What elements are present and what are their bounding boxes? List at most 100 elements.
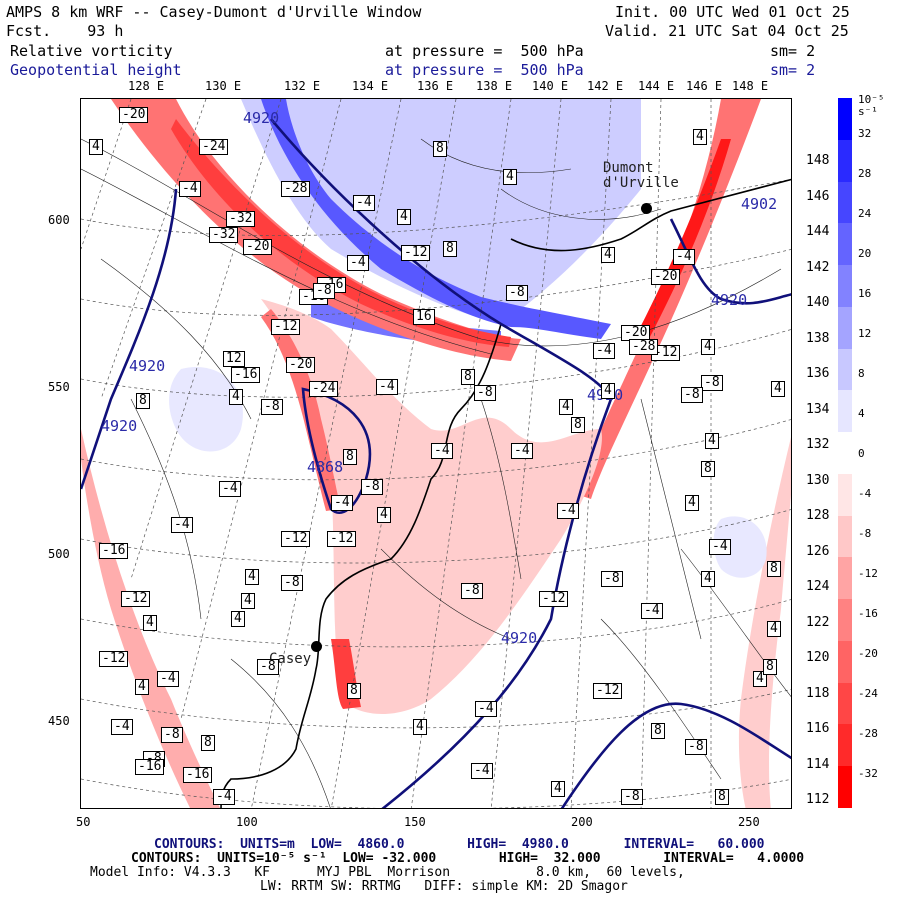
colorbar-swatch bbox=[838, 306, 852, 350]
vorticity-contour-label: -12 bbox=[401, 245, 431, 261]
top-lon-label: 138 E bbox=[476, 79, 513, 93]
colorbar-unit: 10⁻⁵ s⁻¹ bbox=[858, 93, 885, 118]
vorticity-contour-label: 4 bbox=[693, 129, 707, 145]
vorticity-contour-label: 4 bbox=[701, 571, 715, 587]
vorticity-contour-label: 4 bbox=[413, 719, 427, 735]
field2-level: at pressure = 500 hPa bbox=[385, 61, 584, 79]
y-tick-label: 450 bbox=[48, 714, 70, 728]
vorticity-contour-label: -4 bbox=[331, 495, 353, 511]
positive-vorticity-blob-e bbox=[713, 516, 767, 578]
colorbar-swatch bbox=[838, 139, 852, 182]
vorticity-contour-label: -8 bbox=[474, 385, 496, 401]
vorticity-contour-label: -8 bbox=[461, 583, 483, 599]
colorbar-label: -20 bbox=[858, 647, 878, 660]
right-lon-label: 138 E bbox=[806, 330, 846, 346]
vorticity-contour-label: -12 bbox=[593, 683, 623, 699]
negative-vorticity-band-nw bbox=[111, 99, 521, 361]
right-lon-label: 114 E bbox=[806, 756, 846, 772]
colorbar-label: -12 bbox=[858, 567, 878, 580]
x-tick-label: 50 bbox=[76, 815, 91, 829]
vorticity-contour-label: 4 bbox=[503, 169, 517, 185]
height-contour-4920-west bbox=[81, 188, 178, 490]
right-lon-label: 142 E bbox=[806, 259, 846, 275]
right-lon-label: 122 E bbox=[806, 614, 846, 630]
right-lon-label: 126 E bbox=[806, 543, 846, 559]
vorticity-contour-label: -8 bbox=[261, 399, 283, 415]
negative-vorticity-band-se bbox=[738, 437, 791, 808]
vorticity-contour-label: -24 bbox=[199, 139, 229, 155]
footer-height-contours: CONTOURS: UNITS=m LOW= 4860.0 HIGH= 4980… bbox=[154, 837, 765, 852]
vorticity-contour-label: 8 bbox=[443, 241, 457, 257]
vorticity-contour-label: 4 bbox=[397, 209, 411, 225]
right-lon-label: 132 E bbox=[806, 437, 846, 452]
right-lon-label: 128 E bbox=[806, 508, 846, 523]
init-time: Init. 00 UTC Wed 01 Oct 25 bbox=[615, 3, 850, 21]
height-label: 4920 bbox=[501, 629, 538, 647]
colorbar-label: 4 bbox=[858, 407, 865, 420]
vorticity-contour-label: 4 bbox=[559, 399, 573, 415]
station-marker-casey bbox=[311, 641, 322, 652]
right-lon-label: 140 E bbox=[806, 295, 846, 310]
vorticity-contour-label: 4 bbox=[143, 615, 157, 631]
coastline bbox=[220, 178, 791, 808]
vorticity-contour-label: 8 bbox=[651, 723, 665, 739]
top-lon-label: 140 E bbox=[532, 79, 569, 93]
colorbar-label: -24 bbox=[858, 687, 878, 700]
vorticity-contour-label: -12 bbox=[539, 591, 569, 607]
colorbar-swatch bbox=[838, 682, 852, 725]
top-lon-label: 144 E bbox=[638, 79, 675, 93]
vorticity-contour-label: -4 bbox=[219, 481, 241, 497]
right-lon-label: 116 E bbox=[806, 721, 846, 736]
vorticity-contour-label: -20 bbox=[119, 107, 149, 123]
vorticity-contour-label: 8 bbox=[571, 417, 585, 433]
vorticity-contour-label: -8 bbox=[161, 727, 183, 743]
y-tick-label: 500 bbox=[48, 547, 70, 561]
positive-vorticity-core bbox=[261, 99, 611, 339]
vorticity-contour-label: -8 bbox=[506, 285, 528, 301]
vorticity-contour-label: -28 bbox=[629, 339, 659, 355]
right-lon-label: 148 E bbox=[806, 153, 846, 168]
vorticity-contour-label: -4 bbox=[557, 503, 579, 519]
vorticity-contour-label: 4 bbox=[767, 621, 781, 637]
vorticity-contour-label: -16 bbox=[99, 543, 129, 559]
colorbar-swatch bbox=[838, 265, 852, 308]
vorticity-contour-label: 8 bbox=[136, 393, 150, 409]
field2-sm: sm= 2 bbox=[770, 61, 816, 79]
vorticity-map bbox=[81, 99, 791, 808]
colorbar-swatch bbox=[838, 473, 852, 517]
vorticity-contour-label: -20 bbox=[286, 357, 316, 373]
vorticity-contour-label: -32 bbox=[226, 211, 256, 227]
vorticity-contour-label: -8 bbox=[621, 789, 643, 805]
colorbar-swatch bbox=[838, 599, 852, 642]
vorticity-contour-label: -12 bbox=[121, 591, 151, 607]
vorticity-contours bbox=[81, 138, 791, 808]
field1-level: at pressure = 500 hPa bbox=[385, 42, 584, 60]
vorticity-contour-label: -12 bbox=[99, 651, 129, 667]
colorbar-swatch bbox=[838, 766, 852, 809]
colorbar-swatch bbox=[838, 181, 852, 224]
vorticity-contour-label: 4 bbox=[601, 383, 615, 399]
colorbar-label: 24 bbox=[858, 207, 872, 220]
height-label: 4902 bbox=[741, 195, 778, 213]
map-panel: Dumont d'Urville Casey 4920 4920 4920 48… bbox=[80, 98, 792, 809]
vorticity-contour-label: 12 bbox=[223, 351, 245, 367]
height-contour-4920-south bbox=[560, 702, 791, 808]
colorbar-swatch bbox=[838, 432, 852, 475]
vorticity-contour-label: 8 bbox=[701, 461, 715, 477]
vorticity-contour-label: -16 bbox=[183, 767, 213, 783]
colorbar-label: 8 bbox=[858, 367, 865, 380]
height-label: 4920 bbox=[129, 357, 166, 375]
colorbar-swatch bbox=[838, 724, 852, 767]
colorbar-label: 0 bbox=[858, 447, 865, 460]
positive-vorticity-blob-w bbox=[169, 367, 243, 452]
x-tick-label: 150 bbox=[404, 815, 426, 829]
colorbar-label: 16 bbox=[858, 287, 872, 300]
x-tick-label: 200 bbox=[571, 815, 593, 829]
x-tick-label: 100 bbox=[236, 815, 258, 829]
vorticity-contour-label: -4 bbox=[213, 789, 235, 805]
vorticity-contour-label: -20 bbox=[243, 239, 273, 255]
colorbar-label: -8 bbox=[858, 527, 872, 540]
colorbar-label: 20 bbox=[858, 247, 872, 260]
vorticity-contour-label: -4 bbox=[475, 701, 497, 717]
vorticity-contour-label: -8 bbox=[681, 387, 703, 403]
